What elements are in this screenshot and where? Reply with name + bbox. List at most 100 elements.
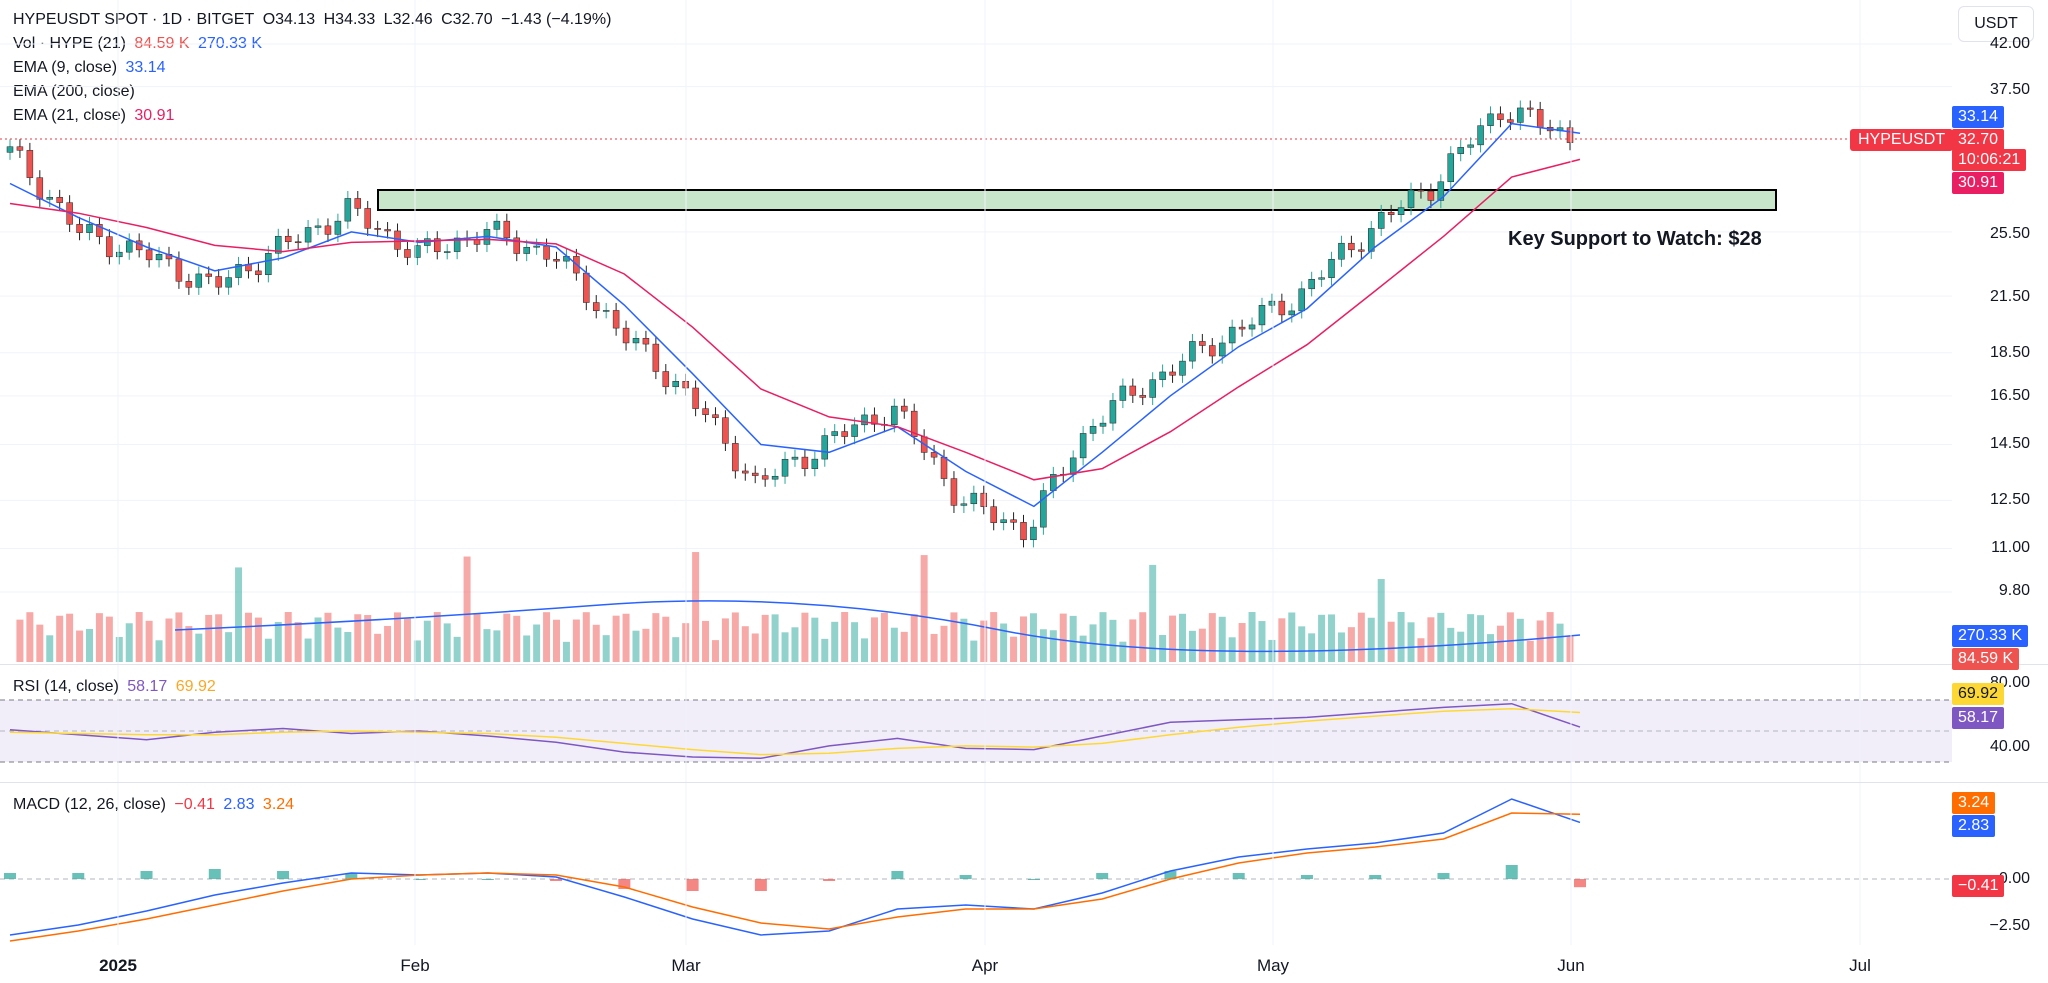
rsi-tag: 58.17 <box>1952 707 2005 729</box>
volume-bar <box>1487 634 1495 662</box>
volume-bar <box>1397 612 1405 662</box>
candle-body <box>1407 189 1415 208</box>
candle-body <box>632 338 640 344</box>
volume-bar <box>1328 614 1336 662</box>
candle-body <box>1308 278 1315 290</box>
vol-ma-tag: 270.33 K <box>1952 625 2029 647</box>
volume-bar <box>1010 636 1018 662</box>
candle-body <box>592 302 600 311</box>
candle-body <box>662 371 670 388</box>
candle-body <box>275 235 282 254</box>
price-tick: 18.50 <box>1989 344 2030 361</box>
macd-hist-bar <box>1369 875 1382 879</box>
rsi-ma-line <box>9 707 1581 756</box>
rsi-series <box>9 702 1581 760</box>
candle-body <box>1089 426 1097 434</box>
candle-body <box>205 273 212 277</box>
volume-bar <box>1079 635 1087 662</box>
volume-bar <box>423 620 431 662</box>
macd-hist-tag: −0.41 <box>1952 875 2005 897</box>
volume-bar <box>56 615 64 662</box>
volume-bar <box>1387 621 1395 662</box>
candle-body <box>86 224 93 233</box>
macd-label: MACD (12, 26, close) <box>13 796 166 813</box>
candle-body <box>831 431 838 436</box>
volume-bar <box>274 621 282 662</box>
volume-bar <box>1337 632 1345 662</box>
candle-body <box>195 273 203 288</box>
volume-bar <box>105 616 113 662</box>
high-value: H34.33 <box>323 11 376 28</box>
volume-bar <box>503 613 511 662</box>
candle-body <box>1099 422 1107 427</box>
volume-bar <box>384 625 392 662</box>
candle-body <box>1218 342 1226 357</box>
candle-body <box>1228 326 1236 344</box>
volume-bar <box>1318 614 1326 662</box>
volume-bar <box>1506 612 1514 662</box>
pane-divider-rsi[interactable] <box>0 664 2048 665</box>
volume-bar <box>443 623 451 662</box>
price-chart[interactable] <box>0 0 1952 983</box>
candle-body <box>1000 519 1007 523</box>
candle-body <box>851 424 858 437</box>
candle-body <box>1258 305 1266 326</box>
volume-bar <box>165 618 173 662</box>
candle-body <box>1298 288 1305 312</box>
volume-bar <box>1218 616 1226 662</box>
macd-tick: 0.00 <box>1998 870 2030 887</box>
volume-bar <box>900 631 908 662</box>
volume-bar <box>890 627 898 662</box>
volume-bar <box>821 638 829 662</box>
candle-body <box>1507 119 1514 123</box>
ema9-legend[interactable]: EMA (9, close) 33.14 <box>13 56 615 80</box>
macd-hist-bar <box>140 871 153 879</box>
volume-bar <box>413 640 421 662</box>
candle-body <box>324 225 332 235</box>
volume-bar <box>751 633 759 662</box>
volume-bar <box>1367 617 1375 662</box>
candle-body <box>1209 345 1216 357</box>
candle-body <box>771 475 779 480</box>
candle-body <box>225 277 232 288</box>
volume-bar <box>1248 612 1256 662</box>
low-value: L32.46 <box>383 11 433 28</box>
volume-bar <box>632 630 640 662</box>
candle-body <box>811 458 819 469</box>
symbol-row[interactable]: HYPEUSDT SPOT · 1D · BITGET O34.13 H34.3… <box>13 8 615 32</box>
volume-bar <box>95 613 103 662</box>
macd-tick: −2.50 <box>1989 917 2030 934</box>
volume-bar <box>155 640 163 662</box>
rsi-legend[interactable]: RSI (14, close) 58.17 69.92 <box>13 675 220 699</box>
price-tick: 16.50 <box>1989 387 2030 404</box>
macd-hist-bar <box>550 879 563 881</box>
candle-body <box>1457 147 1464 154</box>
candle-body <box>1129 385 1137 396</box>
volume-bar <box>26 612 34 662</box>
ema21-legend[interactable]: EMA (21, close) 30.91 <box>13 104 615 128</box>
macd-line <box>9 798 1581 936</box>
macd-hist-bar <box>4 873 16 879</box>
ema200-legend[interactable]: EMA (200, close) <box>13 80 615 104</box>
ema200-label: EMA (200, close) <box>13 83 135 100</box>
candle-body <box>1447 153 1455 183</box>
price-axis[interactable]: 42.00 37.50 25.50 21.50 18.50 16.50 14.5… <box>1952 0 2048 983</box>
pane-divider-macd[interactable] <box>0 782 2048 783</box>
candle-body <box>990 506 997 523</box>
volume-bar <box>1357 612 1365 662</box>
candle-body <box>523 246 530 254</box>
candle-body <box>334 220 342 235</box>
candle-body <box>1467 144 1474 148</box>
volume-bar <box>185 626 193 662</box>
price-tick: 42.00 <box>1989 35 2030 52</box>
currency-button[interactable]: USDT <box>1958 6 2034 42</box>
macd-hist-bar <box>481 879 494 880</box>
volume-bar <box>1059 613 1067 662</box>
ema21-tag: 30.91 <box>1952 172 2005 194</box>
macd-hist-bar <box>413 879 426 880</box>
volume-bar <box>731 612 739 662</box>
candle-body <box>56 197 63 203</box>
macd-legend[interactable]: MACD (12, 26, close) −0.41 2.83 3.24 <box>13 793 298 817</box>
price-series <box>6 100 1581 548</box>
candle-body <box>374 228 381 230</box>
